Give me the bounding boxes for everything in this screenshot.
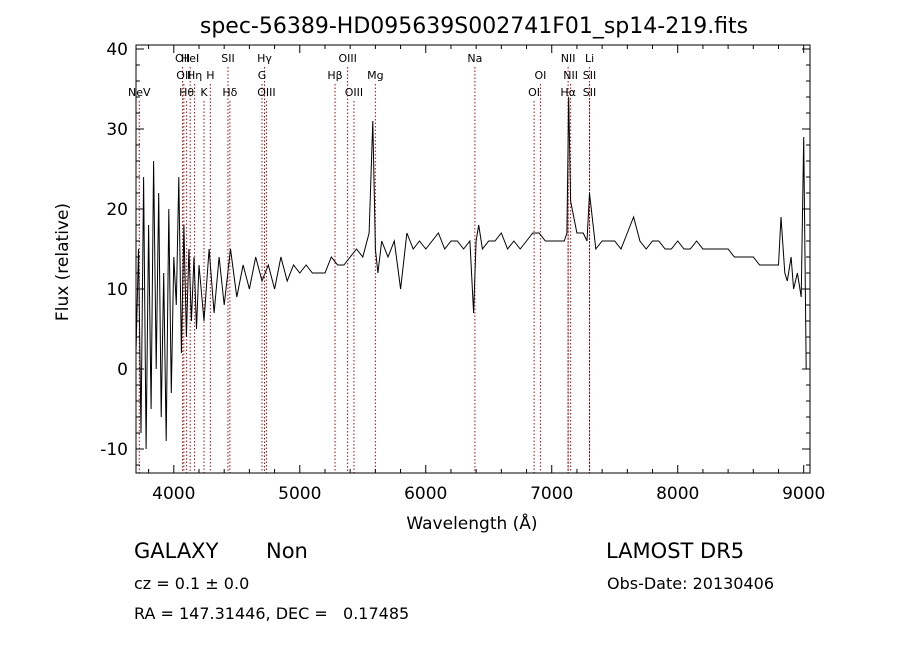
ra-dec: RA = 147.31446, DEC = 0.17485 — [134, 604, 410, 623]
line-label: SII — [583, 86, 596, 99]
line-label: Hα — [560, 86, 576, 99]
y-tick-label: -10 — [100, 440, 128, 460]
line-label: OII — [176, 69, 191, 82]
y-tick-label: 20 — [106, 200, 128, 220]
line-label: HeI — [181, 52, 199, 65]
line-label: Hβ — [327, 69, 342, 82]
observation-date: Obs-Date: 20130406 — [607, 574, 775, 593]
line-labels: NeVOIIOIIHθHeIHηKHSIIHδHγGOIIIHβOIIIOIII… — [128, 52, 596, 99]
y-tick-label: 40 — [106, 40, 128, 60]
line-label: SII — [221, 52, 234, 65]
y-axis-label: Flux (relative) — [53, 203, 73, 321]
line-label: Hη — [187, 69, 202, 82]
x-tick-label: 9000 — [782, 484, 825, 504]
line-label: OIII — [257, 86, 275, 99]
line-label: NII — [561, 52, 576, 65]
line-label: OI — [528, 86, 540, 99]
line-label: Hδ — [222, 86, 237, 99]
x-tick-label: 8000 — [656, 484, 699, 504]
axis-ticks: 4000 5000 6000 7000 8000 9000 -10 0 10 20 30 40 — [100, 40, 825, 504]
line-label: K — [200, 86, 208, 99]
line-label: OIII — [338, 52, 356, 65]
chart-title: spec-56389-HD095639S002741F01_sp14-219.f… — [200, 14, 748, 39]
line-label: Na — [467, 52, 482, 65]
plot-frame — [135, 44, 811, 474]
line-label: OII — [175, 52, 190, 65]
line-label: Hθ — [179, 86, 194, 99]
y-tick-label: 10 — [106, 280, 128, 300]
x-axis-label: Wavelength (Å) — [406, 512, 537, 534]
survey-name: LAMOST DR5 — [606, 539, 745, 563]
object-subclass: Non — [266, 539, 308, 563]
y-tick-label: 30 — [106, 120, 128, 140]
x-tick-label: 4000 — [152, 484, 195, 504]
line-label: Li — [585, 52, 594, 65]
y-tick-label: 0 — [117, 360, 128, 380]
spectrum-line — [135, 96, 807, 450]
x-tick-label: 5000 — [278, 484, 321, 504]
line-label: H — [206, 69, 214, 82]
line-label: OI — [534, 69, 546, 82]
x-tick-label: 6000 — [404, 484, 447, 504]
line-label: NII — [563, 69, 578, 82]
line-label: Hγ — [257, 52, 272, 65]
object-class: GALAXY — [134, 539, 219, 563]
redshift-cz: cz = 0.1 ± 0.0 — [134, 574, 250, 593]
line-label: SII — [583, 69, 596, 82]
line-label: NeV — [128, 86, 151, 99]
line-label: OIII — [345, 86, 363, 99]
line-label: Mg — [367, 69, 383, 82]
line-label: G — [258, 69, 267, 82]
x-tick-label: 7000 — [530, 484, 573, 504]
line-markers — [138, 67, 591, 473]
